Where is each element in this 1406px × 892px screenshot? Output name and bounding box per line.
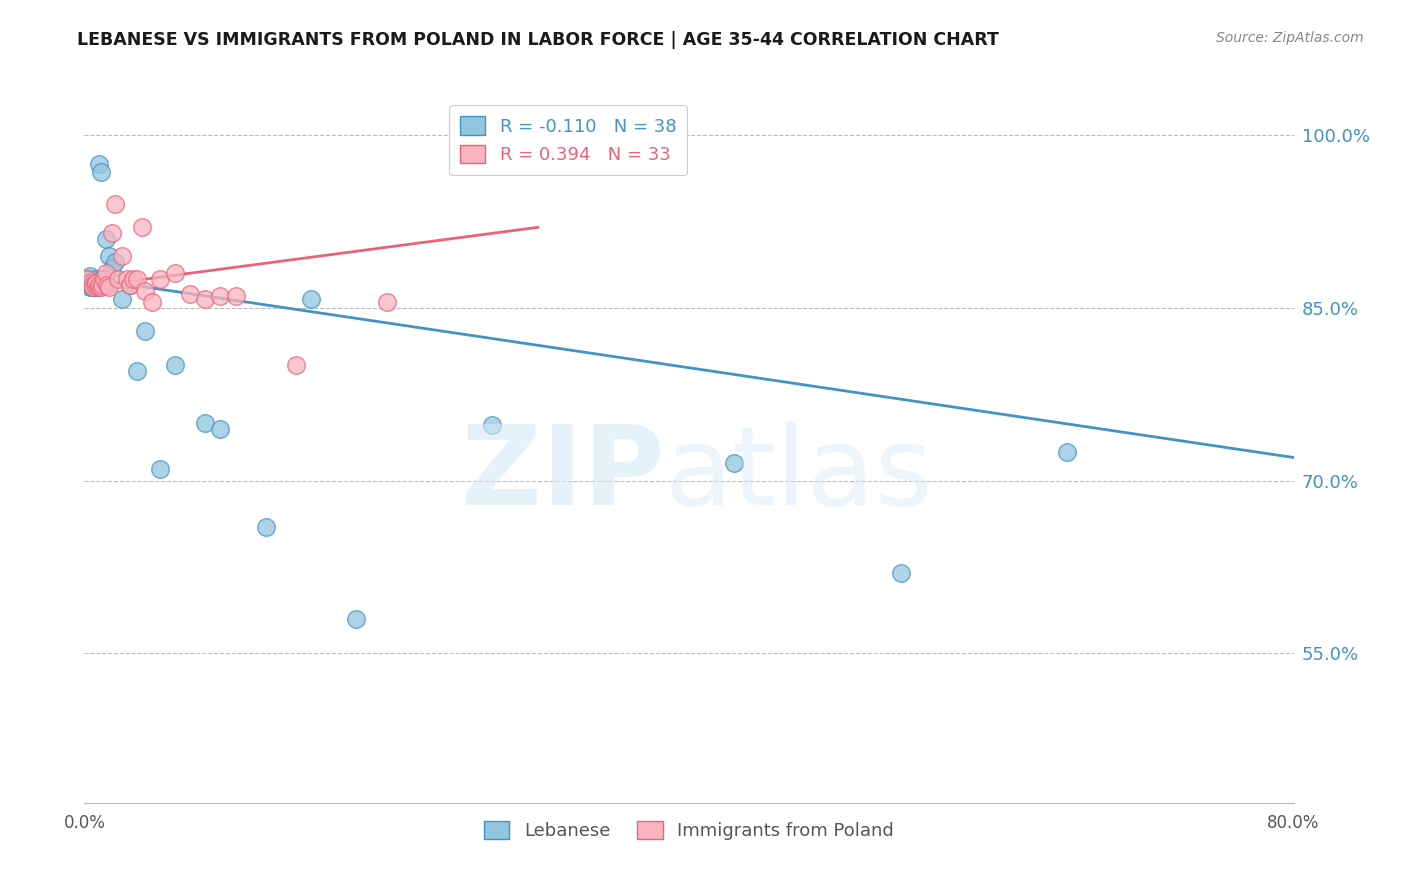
Point	[87, 277, 110, 292]
Point	[118, 277, 141, 292]
Point	[104, 197, 127, 211]
Point	[118, 277, 141, 292]
Point	[111, 249, 134, 263]
Point	[90, 165, 112, 179]
Point	[91, 272, 114, 286]
Point	[87, 280, 110, 294]
Legend: Lebanese, Immigrants from Poland: Lebanese, Immigrants from Poland	[477, 814, 901, 847]
Point	[77, 276, 100, 290]
Point	[100, 260, 122, 275]
Point	[115, 272, 138, 286]
Point	[121, 272, 143, 286]
Point	[890, 566, 912, 580]
Text: LEBANESE VS IMMIGRANTS FROM POLAND IN LABOR FORCE | AGE 35-44 CORRELATION CHART: LEBANESE VS IMMIGRANTS FROM POLAND IN LA…	[77, 31, 1000, 49]
Point	[131, 220, 153, 235]
Point	[127, 272, 149, 286]
Point	[194, 292, 217, 306]
Point	[82, 280, 104, 294]
Point	[97, 249, 120, 263]
Point	[299, 292, 322, 306]
Point	[79, 268, 101, 283]
Point	[179, 287, 201, 301]
Point	[481, 418, 503, 433]
Point	[97, 280, 120, 294]
Point	[104, 255, 127, 269]
Point	[165, 266, 187, 280]
Point	[111, 292, 134, 306]
Point	[82, 273, 104, 287]
Point	[80, 280, 103, 294]
Text: atlas: atlas	[665, 421, 934, 528]
Point	[94, 266, 117, 280]
Point	[723, 456, 745, 470]
Point	[80, 276, 103, 290]
Point	[194, 416, 217, 430]
Point	[254, 519, 277, 533]
Point	[84, 280, 107, 294]
Point	[127, 364, 149, 378]
Point	[76, 272, 98, 286]
Point	[80, 277, 103, 292]
Point	[86, 276, 108, 290]
Point	[76, 272, 98, 286]
Point	[82, 280, 104, 294]
Point	[84, 276, 107, 290]
Point	[134, 324, 156, 338]
Text: Source: ZipAtlas.com: Source: ZipAtlas.com	[1216, 31, 1364, 45]
Y-axis label: In Labor Force | Age 35-44: In Labor Force | Age 35-44	[0, 336, 8, 556]
Point	[149, 272, 172, 286]
Text: ZIP: ZIP	[461, 421, 665, 528]
Point	[149, 462, 172, 476]
Point	[141, 295, 163, 310]
Point	[94, 232, 117, 246]
Point	[89, 157, 111, 171]
Point	[86, 277, 108, 292]
Point	[165, 359, 187, 373]
Point	[96, 277, 118, 292]
Point	[375, 295, 398, 310]
Point	[89, 277, 111, 292]
Point	[93, 272, 115, 286]
Point	[80, 277, 103, 292]
Point	[91, 277, 114, 292]
Point	[134, 284, 156, 298]
Point	[90, 280, 112, 294]
Point	[79, 276, 101, 290]
Point	[87, 280, 110, 294]
Point	[107, 272, 129, 286]
Point	[225, 289, 247, 303]
Point	[285, 359, 308, 373]
Point	[93, 277, 115, 292]
Point	[346, 612, 368, 626]
Point	[1056, 444, 1078, 458]
Point	[100, 226, 122, 240]
Point	[86, 272, 108, 286]
Point	[84, 277, 107, 292]
Point	[79, 280, 101, 294]
Point	[209, 422, 232, 436]
Point	[209, 289, 232, 303]
